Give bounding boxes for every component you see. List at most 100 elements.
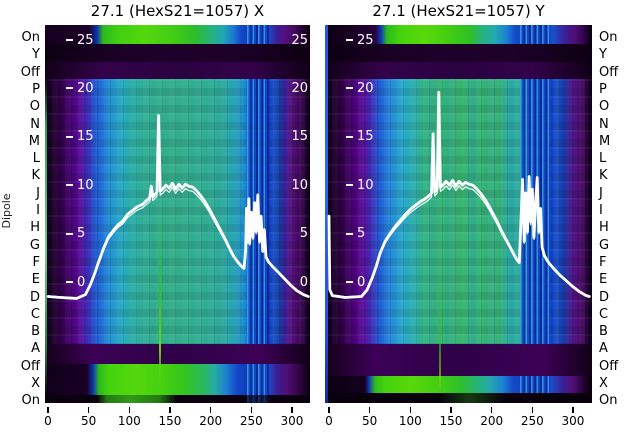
x-axis-tick-label: 0 [44,414,52,428]
heatmap-band-x-bottom [325,376,592,393]
dipole-row-label-right: Off [599,358,619,374]
dipole-row-label-right: H [599,220,609,236]
dipole-row-label-left: O [29,99,40,115]
dipole-row-label-right: B [599,324,608,340]
heatmap-band-y-dark [325,44,592,62]
x-axis-tick [169,407,171,413]
heatmap-column-texture [45,79,310,344]
dipole-row-label-left: P [32,81,40,97]
stripe-cluster-edge [247,395,269,403]
overlay-tick-dash [346,184,353,187]
x-axis-tick [368,407,371,413]
x-axis-tick-label: 150 [439,414,463,428]
x-axis-tick [209,407,212,413]
dipole-row-label-right: G [599,237,610,253]
x-axis-tick [409,407,412,413]
dipole-row-label-left: B [31,324,40,340]
x-axis-tick-label: 50 [362,414,378,428]
overlay-tick-label: 5 [357,226,366,242]
heatmap-column-texture [325,79,592,344]
overlay-tick-dash [346,87,353,90]
panel-title-y: 27.1 (HexS21=1057) Y [372,2,545,20]
dipole-row-label-left: E [31,272,40,288]
overlay-tick-dash [346,135,353,138]
overlay-tick-label-right: 15 [291,129,308,145]
dipole-row-label-right: E [599,272,608,288]
overlay-tick-label: 10 [77,177,94,193]
stripe-cluster-main [247,79,269,344]
dipole-row-label-left: K [31,168,40,184]
heatmap-panel-y: 25 20 15 10 5 0 [325,25,592,403]
x-axis-tick [328,407,330,413]
left-edge-green-line [45,79,47,395]
x-axis-tick [572,407,574,413]
dipole-row-label-left: C [30,306,40,322]
left-edge-blue-line [325,25,328,403]
dipole-row-label-right: N [599,116,609,132]
overlay-tick-label-right: 5 [299,226,308,242]
x-axis-tick [450,407,452,413]
dipole-row-label-left: A [31,341,40,357]
dipole-row-label-right: C [599,306,609,322]
dipole-row-label-left: Off [20,358,40,374]
overlay-tick-label: 15 [357,129,374,145]
dipole-row-label-left: G [29,237,40,253]
x-axis-tick-label: 250 [520,414,544,428]
heatmap-band-off-dark2 [325,344,592,376]
overlay-tick-dash [346,39,353,41]
x-axis-tick-label: 200 [480,414,504,428]
x-axis-tick-label: 300 [280,414,304,428]
dipole-row-label-left: D [29,289,40,305]
x-axis-tick [87,407,90,413]
dipole-row-label-left: X [31,376,40,391]
overlay-tick-label-right: 25 [291,32,308,48]
dipole-row-label-right: F [599,254,607,270]
heatmap-panel-x: 25 25 20 20 15 15 10 10 5 5 0 0 [45,25,310,403]
heatmap-band-on-bottom [45,395,310,403]
dipole-row-label-left: On [21,393,40,409]
overlay-tick-label: 20 [357,80,374,96]
overlay-tick-label-right: 10 [291,177,308,193]
overlay-tick-label: 20 [77,80,94,96]
overlay-tick-label-right: 0 [299,274,308,290]
overlay-tick-dash [66,135,73,138]
overlay-tick-label: 10 [357,177,374,193]
x-axis-tick [250,407,253,413]
dipole-row-label-left: On [21,30,40,45]
dipole-row-label-right: L [599,151,607,167]
dipole-row-label-right: Off [599,64,619,80]
overlay-tick-dash [66,184,73,187]
stripe-cluster-main [520,79,551,344]
dipole-row-label-right: On [599,393,618,409]
dipole-row-label-left: I [36,203,40,218]
x-axis-tick-label: 50 [81,414,97,428]
dipole-row-label-right: J [599,185,603,201]
overlay-tick-dash [66,87,73,90]
dipole-row-label-right: I [599,203,603,218]
overlay-tick-label: 25 [77,32,94,48]
stripe-cluster-bottom [247,364,269,395]
overlay-tick-dash [66,39,73,41]
dipole-row-label-right: On [599,30,618,45]
overlay-tick-label: 0 [77,274,86,290]
dipole-row-label-right: K [599,168,608,184]
heatmap-band-x-bottom [45,364,310,395]
dipole-row-label-left: N [30,116,40,132]
thin-green-line [439,275,441,393]
overlay-tick-label: 0 [357,274,366,290]
dipole-row-label-left: Y [32,47,40,63]
overlay-tick-dash [66,281,73,283]
overlay-tick-label-right: 20 [291,80,308,96]
x-axis-tick [531,407,534,413]
dipole-row-label-left: H [30,220,40,236]
dipole-row-label-right: O [599,99,610,115]
heatmap-band-off-dark2 [45,344,310,364]
x-axis-tick-label: 150 [158,414,182,428]
heatmap-band-y-dark [45,44,310,62]
dipole-row-label-right: X [599,376,608,391]
heatmap-band-on-top [45,25,310,44]
overlay-tick-dash [346,281,353,283]
stripe-cluster-top [247,25,269,44]
dipole-row-label-right: M [599,133,611,149]
